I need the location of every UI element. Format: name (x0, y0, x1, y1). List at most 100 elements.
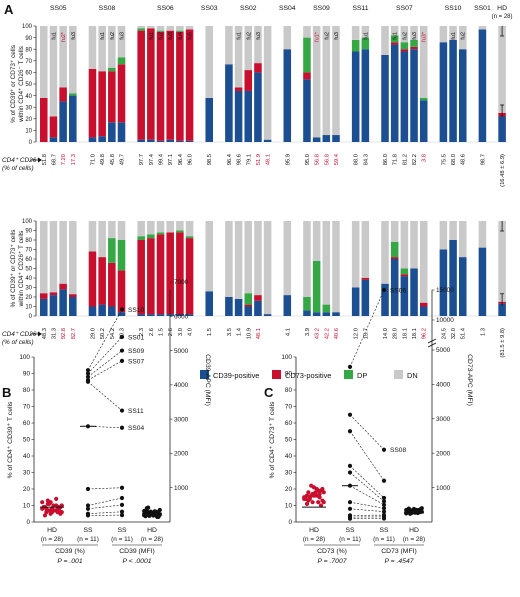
pair-link (349, 465, 385, 499)
y-tick-label: 50 (25, 82, 32, 88)
group-label: SS01 (474, 5, 491, 12)
bar-segment-cd39-positive (156, 314, 165, 316)
pct-label: 14.0 (383, 328, 389, 339)
y-tick-label: 80 (25, 47, 32, 53)
bar-segment-cd73-positive (176, 31, 184, 141)
y-tick-label: 20 (25, 117, 32, 123)
y-tick-label: 20 (23, 486, 31, 493)
bar-segment-cd73-positive (108, 71, 116, 123)
bar-segment-dp (322, 304, 331, 313)
bar-segment-dn (108, 26, 116, 68)
bar-segment-dn (254, 26, 262, 64)
bar-segment-dp (69, 93, 77, 96)
fu-label: fu2 (110, 32, 116, 40)
fu-label: fu3 (334, 32, 340, 40)
data-point-ss-pct (347, 506, 353, 511)
pct-label: 3.9 (305, 328, 311, 336)
bar-segment-cd39-positive (234, 90, 243, 142)
group-label: SS05 (50, 5, 67, 12)
bar-segment-dp (410, 39, 418, 47)
group-label: SS02 (240, 5, 257, 12)
pair-link (87, 381, 123, 411)
bar-segment-cd73-positive (147, 238, 155, 315)
pair-link (87, 360, 123, 381)
ss-point-label: SS10 (128, 307, 144, 314)
bar-segment-cd39-positive (254, 300, 262, 316)
group-label: SS09 (313, 5, 330, 12)
bar-segment-cd39-positive (381, 55, 389, 142)
bar-segment-dn (176, 26, 184, 31)
y-tick-label-right: 3000 (174, 416, 189, 423)
bar-segment-cd73-positive (361, 278, 370, 280)
bar-segment-dp (117, 57, 126, 65)
y-tick-label: 50 (23, 437, 31, 444)
bar-segment-dn (381, 221, 389, 284)
fu-label: fu1 (51, 32, 57, 40)
bar-segment-cd73-positive (59, 87, 67, 102)
bar-segment-cd73-positive (147, 28, 155, 140)
bar-segment-cd73-positive (185, 238, 194, 315)
bar-segment-cd39-positive (312, 137, 321, 142)
data-point-ss-mfi (381, 478, 387, 483)
pct-label: 56.8 (324, 154, 330, 165)
pct-label: 68.7 (51, 154, 57, 165)
pair-link (87, 336, 123, 374)
bar-segment-dp (156, 30, 165, 32)
group-label: SS10 (445, 5, 462, 12)
panel-a-label: A (4, 2, 14, 17)
bar-segment-cd73-positive (185, 29, 194, 141)
bar-segment-cd73-positive (98, 257, 106, 305)
pair-link (87, 511, 123, 515)
y-axis-label: % of CD39⁺ or CD73⁺ cells (10, 230, 17, 308)
axis-break (427, 342, 437, 348)
legend-label: CD39-positive (213, 371, 259, 380)
bar-segment-cd39-positive (400, 51, 409, 142)
bar-segment-cd39-positive (117, 122, 126, 142)
legend: CD39-positive CD73-positive DP DN (200, 370, 418, 380)
bar-segment-cd39-positive (185, 314, 194, 316)
y-tick-label-right: 5000 (436, 347, 451, 354)
y-tick-label: 90 (23, 371, 31, 378)
bar-segment-cd73-positive (234, 87, 243, 91)
pct-label: 42.2 (324, 328, 330, 339)
bar-segment-cd39-positive (498, 303, 506, 316)
data-point-ss-mfi (119, 425, 125, 430)
y-tick-label: 60 (285, 420, 293, 427)
bar-segment-cd39-positive (361, 279, 370, 316)
group-label-n: (n = 28) (492, 14, 513, 20)
pct-label: 96.4 (227, 153, 233, 165)
x-label-n: (n = 28) (41, 536, 63, 543)
bar-segment-dp (137, 28, 145, 31)
bar-segment-cd39-positive (263, 139, 272, 142)
pct-label: 49.8 (100, 154, 106, 165)
bar-segment-cd73-positive (137, 240, 145, 315)
data-point-ss-pct (85, 513, 91, 518)
bar-segment-dn (117, 26, 126, 58)
x-label: SS (83, 527, 93, 534)
bar-segment-dn (137, 221, 145, 237)
pct-label: 97.7 (139, 154, 145, 165)
pair-link (349, 472, 385, 502)
bar-segment-cd39-positive (332, 135, 340, 142)
pct-label: 59.4 (334, 153, 340, 165)
data-point-hd-pct (42, 513, 48, 518)
bar-segment-dn (303, 221, 311, 297)
y-tick-label: 100 (281, 354, 292, 361)
data-point-hd-pct (304, 493, 310, 498)
x-label-n: (n = 11) (77, 536, 99, 543)
y-tick-label: 70 (23, 404, 31, 411)
y-tick-label-right: 5000 (174, 348, 189, 355)
x-label-n: (n = 28) (141, 536, 163, 543)
bar-segment-cd39-positive (351, 287, 360, 316)
data-point-ss-mfi (119, 502, 125, 507)
bar-segment-cd39-positive (283, 49, 292, 143)
y-tick-label: 20 (25, 295, 32, 301)
bar-segment-dn (176, 221, 184, 231)
pct-row-label: (% of cells) (2, 339, 34, 346)
bar-segment-cd39-positive (254, 72, 262, 142)
pct-label: 51.9 (256, 154, 262, 165)
pct-label: 48.6 (461, 154, 467, 165)
y-tick-label: 60 (25, 257, 32, 263)
bar-segment-cd39-positive (419, 306, 428, 316)
pct-row-label: CD4⁺ CD26⁻ (2, 157, 40, 164)
